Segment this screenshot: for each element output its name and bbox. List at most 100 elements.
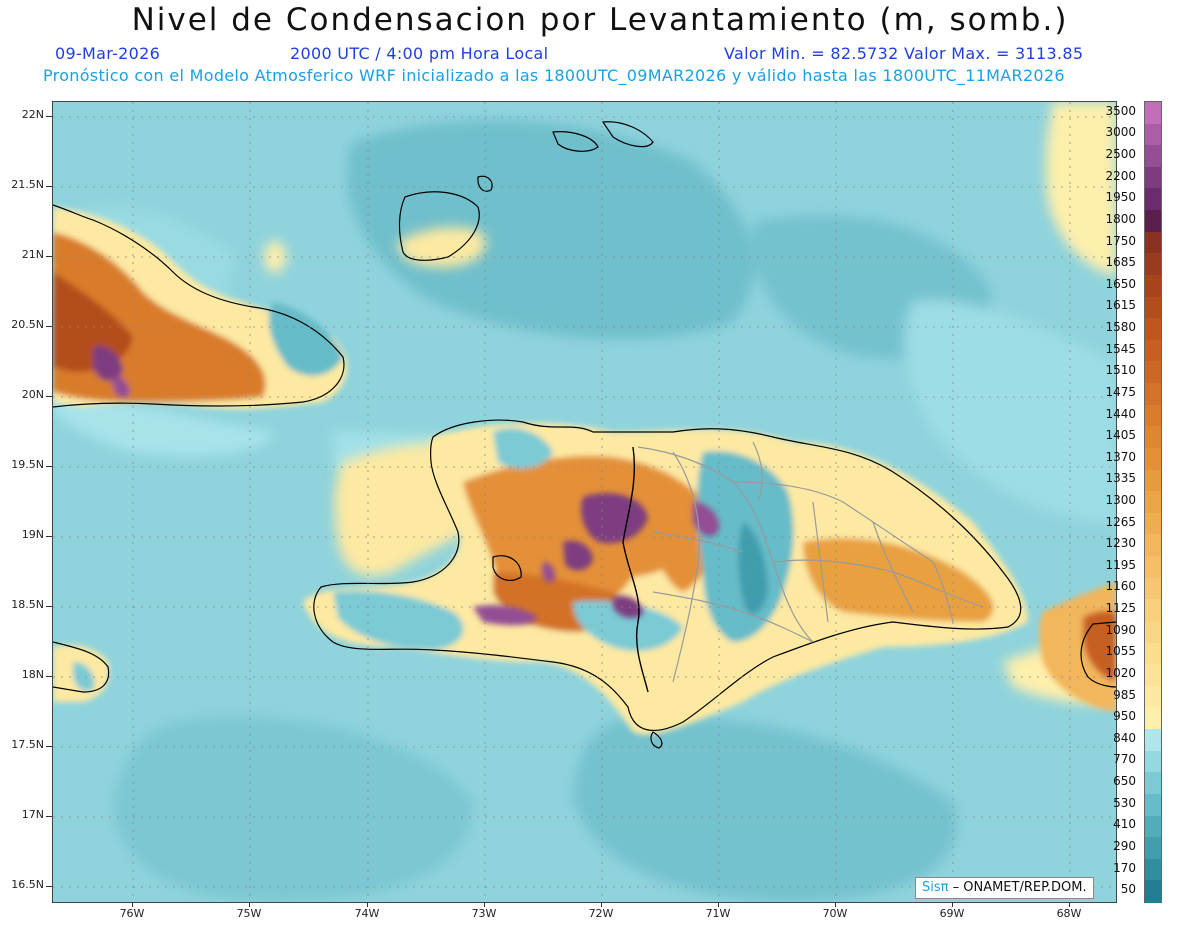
colorbar-label: 650 xyxy=(1113,774,1136,789)
hispaniola-field xyxy=(303,422,1028,735)
map-title: Nivel de Condensacion por Levantamiento … xyxy=(131,2,1069,38)
colorbar-label: 290 xyxy=(1113,838,1136,853)
lon-label: 72W xyxy=(588,907,614,920)
map-panel xyxy=(52,101,1117,903)
colorbar-segment xyxy=(1145,210,1161,233)
lat-label: 17N xyxy=(21,808,44,821)
colorbar-segment xyxy=(1145,772,1161,795)
coastlines xyxy=(53,121,1116,749)
colorbar-label: 3000 xyxy=(1105,125,1136,140)
graticule xyxy=(53,102,1116,902)
lat-tick xyxy=(46,606,52,607)
lat-label: 19.5N xyxy=(11,458,44,471)
lon-tick xyxy=(952,902,953,907)
forecast-time: 2000 UTC / 4:00 pm Hora Local xyxy=(290,44,549,63)
colorbar-segment xyxy=(1145,793,1161,817)
colorbar-label: 1545 xyxy=(1105,341,1136,356)
colorbar-segment xyxy=(1145,729,1161,752)
colorbar-segment xyxy=(1145,188,1161,211)
colorbar-label: 530 xyxy=(1113,795,1136,810)
lat-tick xyxy=(46,116,52,117)
lon-tick xyxy=(835,902,836,907)
colorbar-label: 410 xyxy=(1113,817,1136,832)
colorbar-segment xyxy=(1145,685,1161,708)
lat-tick xyxy=(46,886,52,887)
colorbar xyxy=(1144,101,1162,903)
haiti-dr-border xyxy=(622,446,649,693)
colorbar-segment xyxy=(1145,469,1161,492)
lon-tick xyxy=(367,902,368,907)
colorbar-segment xyxy=(1145,577,1161,600)
colorbar-segment xyxy=(1145,491,1161,514)
colorbar-label: 1370 xyxy=(1105,449,1136,464)
lat-tick xyxy=(46,256,52,257)
colorbar-label: 1950 xyxy=(1105,190,1136,205)
hispaniola-purple-cores xyxy=(473,493,719,626)
colorbar-segment xyxy=(1145,361,1161,384)
lon-label: 73W xyxy=(471,907,497,920)
colorbar-label: 1650 xyxy=(1105,276,1136,291)
colorbar-label: 2200 xyxy=(1105,168,1136,183)
lon-tick xyxy=(132,902,133,907)
colorbar-segment xyxy=(1145,102,1161,125)
lon-tick xyxy=(718,902,719,907)
lat-tick xyxy=(46,536,52,537)
lat-label: 18N xyxy=(21,668,44,681)
colorbar-segment xyxy=(1145,123,1161,146)
lon-label: 70W xyxy=(822,907,848,920)
lat-tick xyxy=(46,746,52,747)
colorbar-label: 50 xyxy=(1120,882,1136,897)
colorbar-label: 3500 xyxy=(1105,103,1136,118)
colorbar-label: 1510 xyxy=(1105,363,1136,378)
provincial-boundaries xyxy=(637,441,984,683)
lat-tick xyxy=(46,396,52,397)
colorbar-segment xyxy=(1145,145,1161,168)
colorbar-segment xyxy=(1145,642,1161,665)
colorbar-label: 1615 xyxy=(1105,298,1136,313)
lon-label: 69W xyxy=(939,907,965,920)
colorbar-segment xyxy=(1145,837,1161,860)
colorbar-segment xyxy=(1145,815,1161,838)
colorbar-label: 1265 xyxy=(1105,514,1136,529)
lat-tick xyxy=(46,326,52,327)
colorbar-segment xyxy=(1145,339,1161,363)
colorbar-segment xyxy=(1145,231,1161,254)
colorbar-label: 1090 xyxy=(1105,622,1136,637)
lon-label: 76W xyxy=(119,907,145,920)
credit-text: – ONAMET/REP.DOM. xyxy=(948,880,1087,895)
colorbar-label: 1440 xyxy=(1105,406,1136,421)
lcl-field-map xyxy=(53,102,1116,902)
jamaica-field xyxy=(53,645,110,702)
colorbar-segment xyxy=(1145,253,1161,276)
lon-label: 75W xyxy=(236,907,262,920)
colorbar-label: 770 xyxy=(1113,752,1136,767)
sis-logo-text: Sisπ xyxy=(922,880,949,895)
colorbar-label: 2500 xyxy=(1105,147,1136,162)
lon-tick xyxy=(1069,902,1070,907)
colorbar-label: 1685 xyxy=(1105,255,1136,270)
lat-tick xyxy=(46,816,52,817)
lat-label: 19N xyxy=(21,528,44,541)
colorbar-segment xyxy=(1145,274,1161,298)
lon-label: 68W xyxy=(1056,907,1082,920)
colorbar-label: 985 xyxy=(1113,687,1136,702)
lon-tick xyxy=(601,902,602,907)
colorbar-label: 840 xyxy=(1113,730,1136,745)
colorbar-segment xyxy=(1145,620,1161,644)
colorbar-segment xyxy=(1145,318,1161,341)
lon-label: 71W xyxy=(705,907,731,920)
colorbar-segment xyxy=(1145,534,1161,557)
colorbar-label: 1335 xyxy=(1105,471,1136,486)
lat-tick xyxy=(46,466,52,467)
colorbar-segment xyxy=(1145,664,1161,687)
colorbar-label: 170 xyxy=(1113,860,1136,875)
lat-label: 22N xyxy=(21,108,44,121)
colorbar-label: 1580 xyxy=(1105,320,1136,335)
lat-label: 21.5N xyxy=(11,178,44,191)
colorbar-label: 1020 xyxy=(1105,665,1136,680)
lat-label: 16.5N xyxy=(11,878,44,891)
colorbar-segment xyxy=(1145,426,1161,449)
credit-box: Sisπ – ONAMET/REP.DOM. xyxy=(915,877,1094,899)
lat-label: 18.5N xyxy=(11,598,44,611)
lat-label: 20N xyxy=(21,388,44,401)
